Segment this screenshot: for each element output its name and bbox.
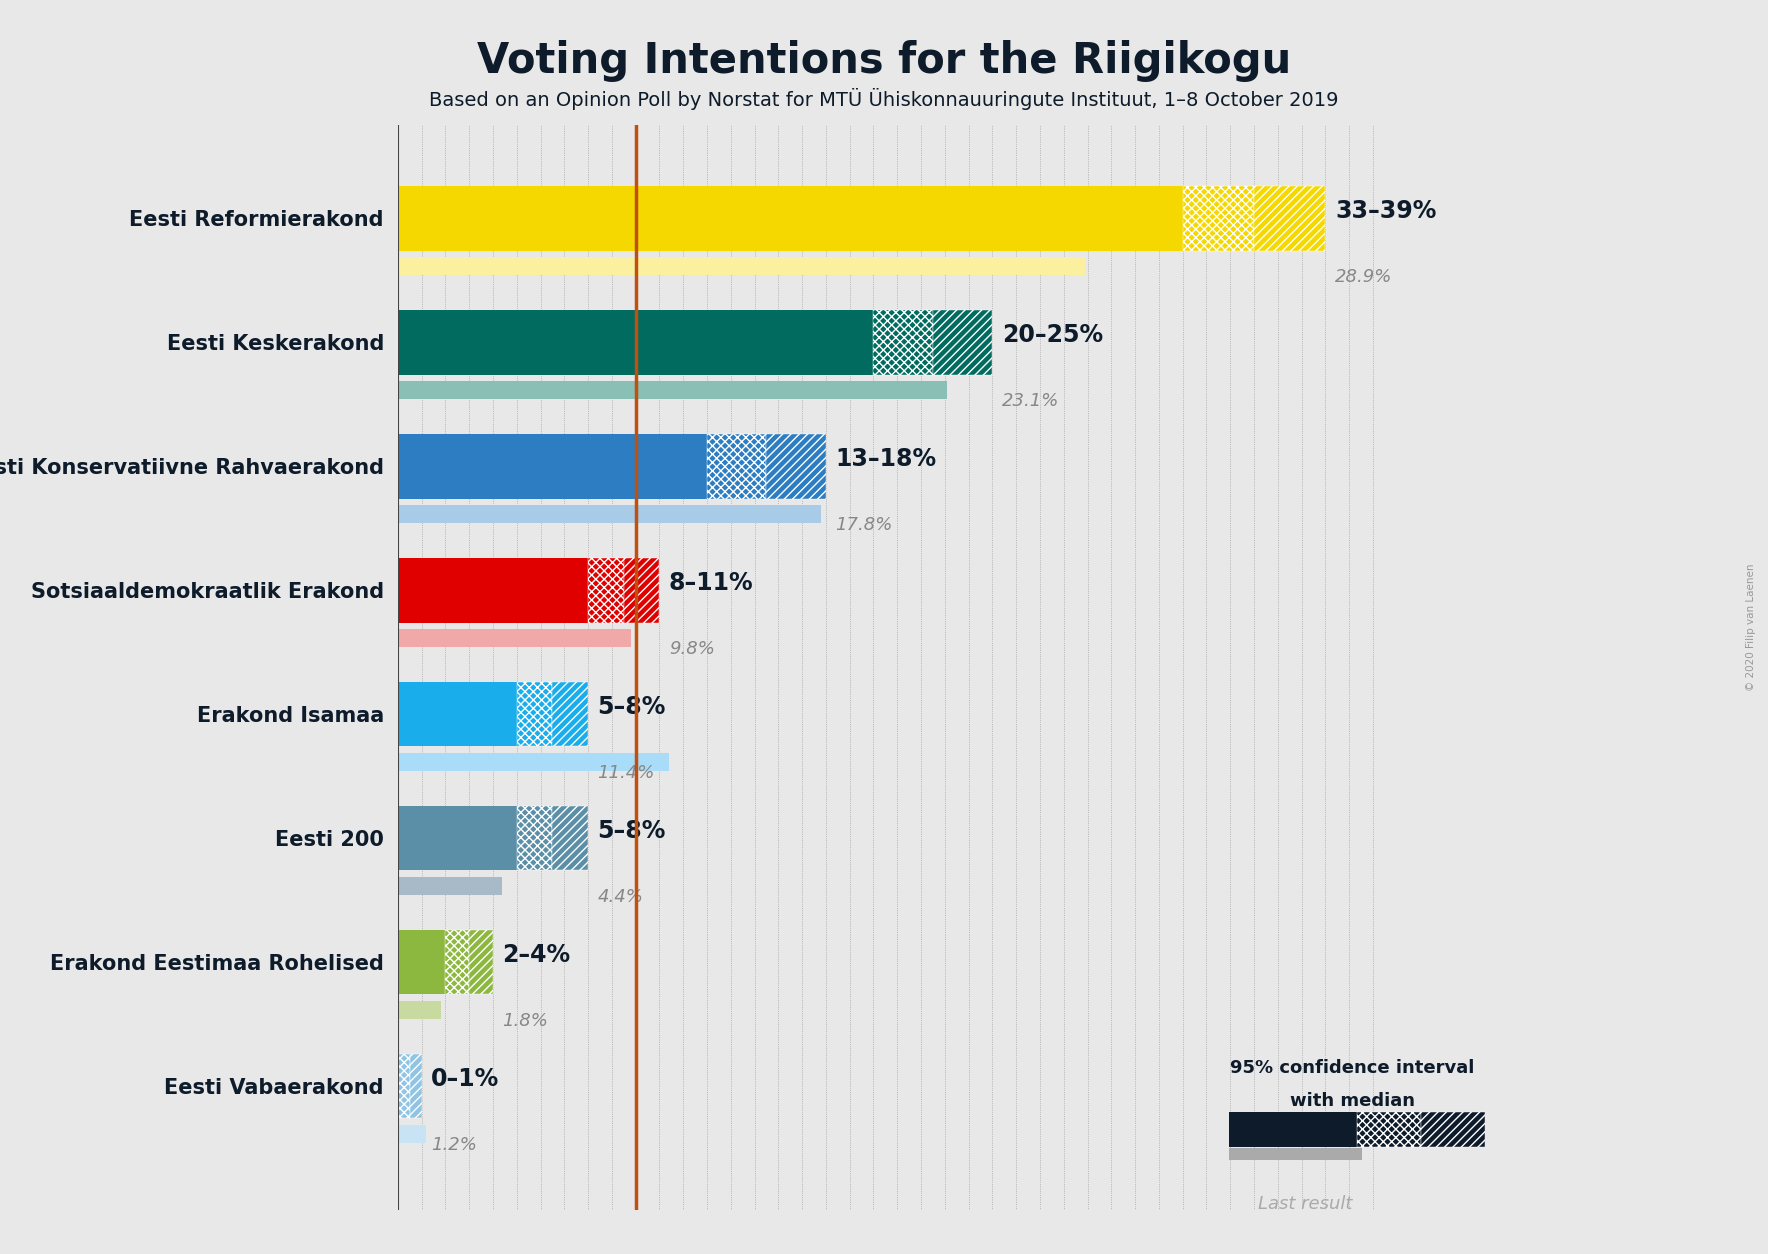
Bar bbox=[1358, 1112, 1421, 1146]
Text: 9.8%: 9.8% bbox=[668, 640, 714, 658]
Bar bbox=[589, 558, 624, 622]
Bar bbox=[398, 1053, 410, 1119]
Bar bbox=[1229, 1112, 1358, 1146]
Text: 5–8%: 5–8% bbox=[598, 819, 667, 843]
Text: 20–25%: 20–25% bbox=[1002, 322, 1103, 347]
Bar bbox=[1183, 186, 1254, 251]
Text: 8–11%: 8–11% bbox=[668, 571, 753, 594]
Text: 95% confidence interval: 95% confidence interval bbox=[1231, 1060, 1475, 1077]
Bar bbox=[398, 930, 446, 994]
Text: 33–39%: 33–39% bbox=[1335, 199, 1436, 223]
Bar bbox=[398, 1001, 440, 1020]
Text: 28.9%: 28.9% bbox=[1335, 268, 1391, 286]
Bar bbox=[767, 434, 826, 499]
Text: Voting Intentions for the Riigikogu: Voting Intentions for the Riigikogu bbox=[477, 40, 1291, 82]
Bar bbox=[398, 434, 707, 499]
Bar bbox=[446, 930, 469, 994]
Bar bbox=[516, 682, 552, 746]
Bar bbox=[398, 310, 873, 375]
Bar bbox=[873, 310, 934, 375]
Text: 1.8%: 1.8% bbox=[502, 1012, 548, 1030]
Bar bbox=[398, 1125, 426, 1144]
Bar bbox=[398, 381, 948, 399]
Text: © 2020 Filip van Laenen: © 2020 Filip van Laenen bbox=[1745, 563, 1756, 691]
Bar bbox=[469, 930, 493, 994]
Bar bbox=[1254, 186, 1326, 251]
Bar bbox=[398, 752, 668, 771]
Text: 23.1%: 23.1% bbox=[1002, 393, 1059, 410]
Text: 4.4%: 4.4% bbox=[598, 888, 644, 907]
Bar bbox=[398, 877, 502, 895]
Bar bbox=[398, 558, 589, 622]
Text: 13–18%: 13–18% bbox=[836, 446, 937, 470]
Text: 0–1%: 0–1% bbox=[431, 1067, 499, 1091]
Text: 1.2%: 1.2% bbox=[431, 1136, 477, 1154]
Bar bbox=[398, 628, 631, 647]
Text: Last result: Last result bbox=[1257, 1195, 1353, 1213]
Text: 2–4%: 2–4% bbox=[502, 943, 571, 967]
Bar bbox=[1421, 1112, 1485, 1146]
Text: Based on an Opinion Poll by Norstat for MTÜ Ühiskonnauuringute Instituut, 1–8 Oc: Based on an Opinion Poll by Norstat for … bbox=[430, 88, 1338, 110]
Text: with median: with median bbox=[1291, 1092, 1414, 1110]
Bar bbox=[398, 682, 516, 746]
Text: 17.8%: 17.8% bbox=[836, 517, 893, 534]
Bar bbox=[624, 558, 659, 622]
Bar bbox=[552, 806, 589, 870]
Bar bbox=[398, 186, 1183, 251]
Text: 5–8%: 5–8% bbox=[598, 695, 667, 719]
Text: 11.4%: 11.4% bbox=[598, 764, 654, 782]
Bar bbox=[1229, 1149, 1361, 1160]
Bar bbox=[398, 257, 1086, 276]
Bar bbox=[398, 806, 516, 870]
Bar bbox=[707, 434, 767, 499]
Bar bbox=[398, 505, 820, 523]
Bar bbox=[410, 1053, 421, 1119]
Bar bbox=[552, 682, 589, 746]
Bar bbox=[516, 806, 552, 870]
Bar bbox=[934, 310, 992, 375]
